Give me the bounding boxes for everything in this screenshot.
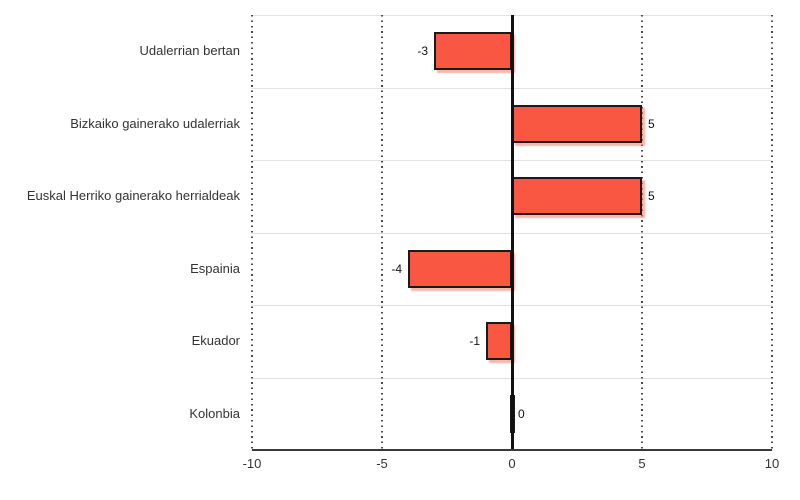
category-label: Euskal Herriko gainerako herrialdeak bbox=[26, 188, 240, 204]
gridline-vertical bbox=[381, 15, 383, 450]
bar[interactable] bbox=[434, 32, 512, 71]
gridline-vertical bbox=[771, 15, 773, 450]
bar-value-label: -1 bbox=[469, 334, 480, 349]
category-label: Kolonbia bbox=[189, 405, 240, 421]
x-tick-label: 10 bbox=[764, 456, 780, 471]
bar-value-label: 0 bbox=[518, 406, 525, 421]
gridline-vertical bbox=[641, 15, 643, 450]
bar-value-label: -3 bbox=[417, 44, 428, 59]
zero-axis-line bbox=[510, 15, 514, 450]
x-tick-label: -5 bbox=[376, 456, 388, 471]
x-tick-label: 5 bbox=[638, 456, 646, 471]
category-label: Ekuador bbox=[191, 333, 240, 349]
category-label: Bizkaiko gainerako udalerriak bbox=[70, 115, 240, 131]
bar[interactable] bbox=[512, 177, 642, 216]
category-label: Udalerrian bertan bbox=[139, 43, 240, 59]
bar[interactable] bbox=[408, 249, 512, 288]
category-label: Espainia bbox=[190, 260, 240, 276]
bar-value-label: 5 bbox=[648, 116, 655, 131]
bar-value-label: -4 bbox=[391, 261, 402, 276]
x-axis-line bbox=[252, 449, 772, 451]
bar[interactable] bbox=[486, 322, 512, 361]
gridline-vertical bbox=[251, 15, 253, 450]
x-tick-label: 0 bbox=[508, 456, 516, 471]
bar[interactable] bbox=[512, 104, 642, 143]
x-tick-label: -10 bbox=[242, 456, 262, 471]
bar-value-label: 5 bbox=[648, 189, 655, 204]
plot-area: -3 5 5 -4 -1 0 bbox=[251, 15, 773, 451]
